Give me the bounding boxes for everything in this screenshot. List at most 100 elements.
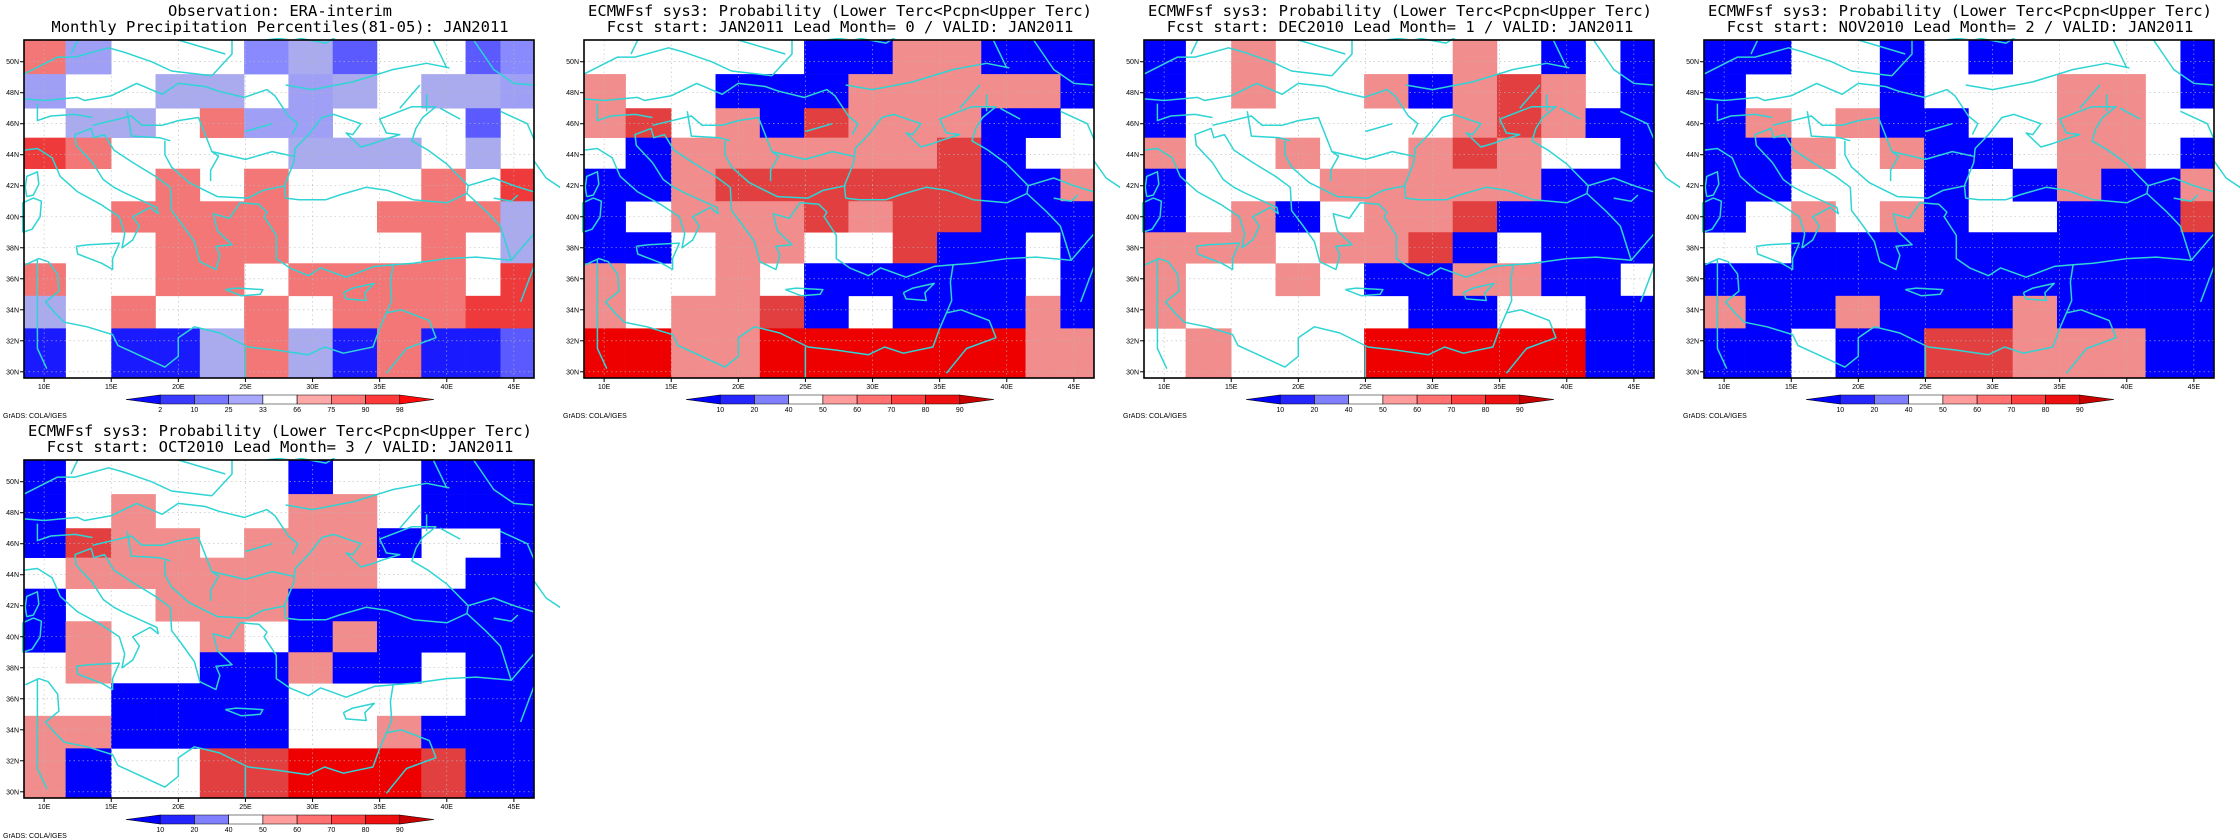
grid-cell [2056, 328, 2102, 379]
coastline [211, 460, 233, 497]
grid-cell [1541, 74, 1586, 109]
colorbar-swatch [1976, 394, 2012, 405]
colorbar-label: 10 [1836, 407, 1844, 414]
colorbar-label: 75 [327, 407, 335, 414]
axis-labels: 50N 48N 46N 44N 42N 40N 38N 36N 34N 32N 30N 10E 15E 2… [6, 479, 520, 811]
colorbar: 2 10 25 33 66 75 90 98 [125, 394, 435, 414]
coastline [845, 62, 1010, 91]
coastline [472, 39, 535, 86]
grid-cell [244, 295, 289, 329]
lat-tick-label: 42N [6, 183, 19, 190]
grid-cell [1025, 108, 1061, 138]
grid-cell [892, 74, 938, 109]
grid-cell [1408, 137, 1453, 169]
colorbar-swatch [1245, 394, 1281, 405]
lat-tick-label: 30N [6, 369, 19, 376]
grid-cell [759, 295, 805, 329]
coastline [1701, 197, 1723, 234]
grid-cell [936, 295, 982, 329]
coastline [1716, 258, 1728, 370]
lat-tick-label: 38N [6, 245, 19, 252]
coastline [584, 171, 600, 198]
lat-tick-label: 36N [6, 276, 19, 283]
grid-cell [715, 137, 761, 169]
coastline [24, 591, 40, 618]
coastline [1519, 84, 1541, 109]
grid-cell [288, 528, 333, 558]
grid-cell [465, 137, 501, 169]
grid-cell [244, 715, 289, 749]
coastline [23, 127, 394, 368]
coastline [21, 197, 43, 234]
colorbar-swatch [2079, 394, 2115, 405]
grid-cell [981, 74, 1026, 109]
grid-cell [2101, 328, 2146, 379]
colorbar-swatch [262, 814, 298, 825]
coastline [1026, 192, 1072, 261]
coastline [1329, 150, 1340, 182]
coastline [225, 707, 264, 717]
grid-cell [1541, 40, 1586, 75]
lon-tick-label: 30E [866, 384, 879, 391]
grid-cell [1968, 295, 2013, 329]
colorbar: 10 20 40 50 60 70 80 90 [125, 814, 435, 834]
grid-cell [500, 528, 535, 558]
colorbar-swatch [2011, 394, 2046, 405]
grid-cell [1452, 108, 1498, 138]
grid-cell [715, 108, 761, 138]
lat-tick-label: 44N [566, 152, 579, 159]
coastline [1156, 103, 1213, 122]
grid-cell [1541, 168, 1586, 202]
grid-cell [1585, 295, 1621, 329]
grid-cell [421, 748, 466, 799]
grid-cell [288, 494, 333, 529]
colorbar-label: 50 [1939, 407, 1947, 414]
coastline [500, 110, 535, 140]
coastline [439, 527, 461, 540]
coastline [596, 103, 653, 122]
coastline [466, 612, 512, 681]
colorbar-label: 50 [259, 827, 267, 834]
credit-label: GrADS: COLA/IGES [3, 413, 67, 420]
grid-cell [155, 528, 201, 558]
coastline [1093, 160, 1120, 189]
coastline [1403, 105, 1589, 204]
colorbar-swatch [1416, 394, 1452, 405]
grid-cell [1704, 201, 1746, 233]
coastline [1704, 171, 1720, 198]
grid-cell [1585, 263, 1621, 297]
grid-cell [2056, 295, 2102, 329]
grid-cell [288, 460, 333, 495]
lat-tick-label: 32N [6, 758, 19, 765]
grid-cell [1620, 137, 1655, 169]
panel-title-line2: Monthly Precipitation Percentiles(81-05)… [51, 18, 509, 36]
lon-tick-label: 10E [38, 384, 51, 391]
colorbar-label: 70 [1447, 407, 1455, 414]
coastline [1141, 197, 1163, 234]
grid-cell [244, 40, 289, 75]
grid-cell [981, 295, 1026, 329]
coastline [1365, 122, 1393, 133]
coastline [1513, 233, 1655, 266]
grid-cell [1620, 168, 1655, 202]
lat-tick-label: 38N [1126, 245, 1139, 252]
colorbar-swatch [1314, 394, 1349, 405]
grid-cell [584, 232, 626, 264]
lat-tick-label: 32N [1126, 338, 1139, 345]
coastline [519, 686, 535, 723]
grid-cell [1025, 295, 1061, 329]
lon-tick-label: 25E [1359, 384, 1372, 391]
coastline [630, 39, 639, 55]
coastline [1587, 177, 1655, 193]
colorbar-label: 50 [819, 407, 827, 414]
grid-cell [500, 748, 535, 799]
colorbar-label: 70 [327, 827, 335, 834]
colorbar-label: 90 [956, 407, 964, 414]
coastline [1079, 266, 1095, 303]
coastline [23, 467, 212, 497]
lat-tick-label: 42N [1126, 183, 1139, 190]
coastline [2147, 177, 2215, 193]
lon-tick-label: 45E [508, 384, 521, 391]
lat-tick-label: 30N [6, 789, 19, 796]
grid-cell [892, 168, 938, 202]
